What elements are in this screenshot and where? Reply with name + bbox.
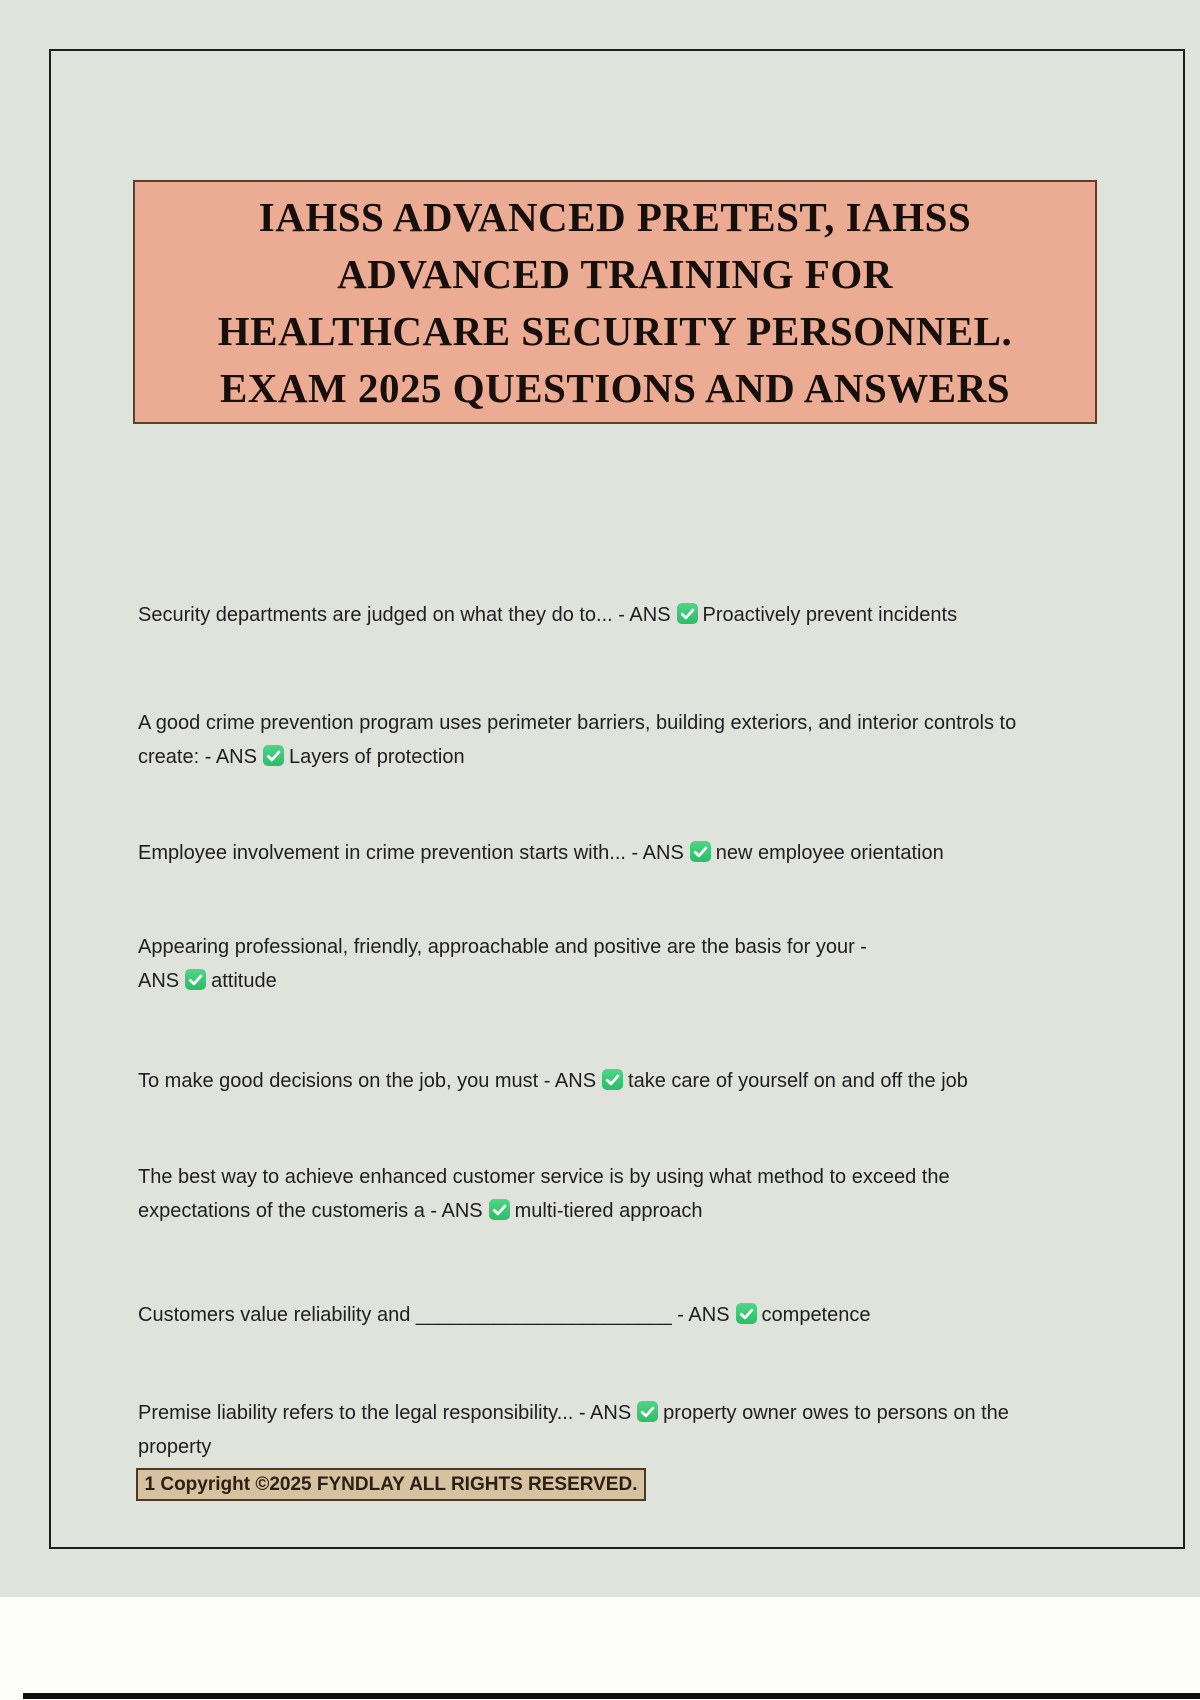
qa-item: To make good decisions on the job, you m… [138, 1064, 1043, 1098]
title-line: IAHSS ADVANCED PRETEST, IAHSS [258, 194, 972, 240]
answer-text: property owner owes to persons on the pr… [138, 1402, 1009, 1458]
check-icon [602, 1069, 624, 1090]
check-icon [735, 1303, 757, 1324]
check-icon [676, 603, 698, 624]
answer-text: competence [761, 1304, 871, 1326]
bottom-divider-bar [23, 1693, 1200, 1699]
answer-text: multi-tiered approach [514, 1200, 703, 1222]
check-icon [185, 969, 207, 990]
check-icon [689, 841, 711, 862]
qa-item: The best way to achieve enhanced custome… [138, 1160, 1043, 1228]
qa-item: Appearing professional, friendly, approa… [138, 930, 898, 998]
answer-text: take care of yourself on and off the job [628, 1070, 968, 1092]
copyright-footer: 1 Copyright ©2025 FYNDLAY ALL RIGHTS RES… [136, 1468, 646, 1501]
page-frame: IAHSS ADVANCED PRETEST, IAHSS ADVANCED T… [49, 49, 1185, 1549]
qa-item: A good crime prevention program uses per… [138, 706, 1043, 774]
ans-label: - ANS [612, 604, 671, 626]
title-line: HEALTHCARE SECURITY PERSONNEL. [217, 308, 1013, 354]
answer-text: Layers of protection [288, 746, 465, 768]
check-icon [262, 745, 284, 766]
qa-item: Customers value reliability and ________… [138, 1298, 1043, 1332]
question-text: Security departments are judged on what … [138, 604, 613, 626]
check-icon [488, 1199, 510, 1220]
ans-label: - ANS [671, 1304, 730, 1326]
ans-label: - ANS [424, 1200, 483, 1222]
answer-text: new employee orientation [715, 842, 944, 864]
question-text: Employee involvement in crime prevention… [138, 842, 626, 864]
answer-text: Proactively prevent incidents [702, 604, 958, 626]
question-text: Premise liability refers to the legal re… [138, 1402, 574, 1424]
title-line: EXAM 2025 QUESTIONS AND ANSWERS [219, 365, 1011, 411]
ans-label: - ANS [138, 936, 867, 992]
question-text: A good crime prevention program uses per… [138, 712, 1017, 768]
question-text: Customers value reliability and ________… [138, 1304, 672, 1326]
ans-label: - ANS [199, 746, 257, 768]
title-line: ADVANCED TRAINING FOR [337, 251, 893, 297]
ans-label: - ANS [573, 1402, 632, 1424]
qa-item: Premise liability refers to the legal re… [138, 1396, 1043, 1464]
title-box: IAHSS ADVANCED PRETEST, IAHSS ADVANCED T… [133, 180, 1097, 424]
question-text: The best way to achieve enhanced custome… [138, 1166, 950, 1222]
qa-item: Security departments are judged on what … [138, 598, 1043, 632]
question-text: Appearing professional, friendly, approa… [138, 936, 855, 958]
check-icon [637, 1401, 659, 1422]
answer-text: attitude [211, 970, 277, 992]
ans-label: - ANS [538, 1070, 597, 1092]
ans-label: - ANS [625, 842, 684, 864]
question-text: To make good decisions on the job, you m… [138, 1070, 539, 1092]
bottom-margin-strip [0, 1597, 1200, 1700]
qa-item: Employee involvement in crime prevention… [138, 836, 1043, 870]
